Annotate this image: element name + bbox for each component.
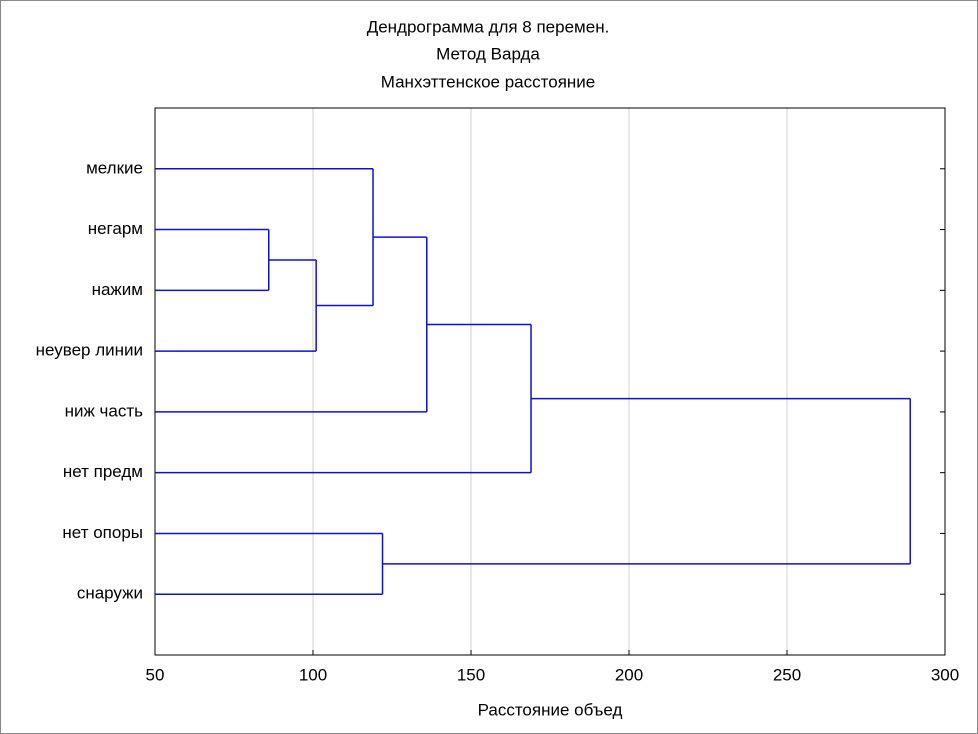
y-tick-label: ниж часть [65,401,144,420]
y-tick-label: неувер линии [36,341,143,360]
x-tick-label: 100 [299,665,327,684]
y-tick-label: нет опоры [62,523,143,542]
x-tick-label: 250 [773,665,801,684]
y-tick-label: нажим [92,280,143,299]
x-tick-label: 200 [615,665,643,684]
y-tick-label: мелкие [86,158,143,177]
x-tick-label: 50 [146,665,165,684]
y-tick-label: снаружи [77,584,143,603]
x-tick-label: 150 [457,665,485,684]
x-axis-label: Расстояние объед [478,700,623,719]
chart-subtitle: Манхэттенское расстояние [381,72,595,91]
chart-subtitle: Метод Варда [436,44,540,63]
y-tick-label: негарм [88,219,143,238]
x-tick-label: 300 [931,665,959,684]
chart-title: Дендрограмма для 8 перемен. [367,17,610,36]
y-tick-label: нет предм [63,462,143,481]
plot-area [154,107,946,656]
